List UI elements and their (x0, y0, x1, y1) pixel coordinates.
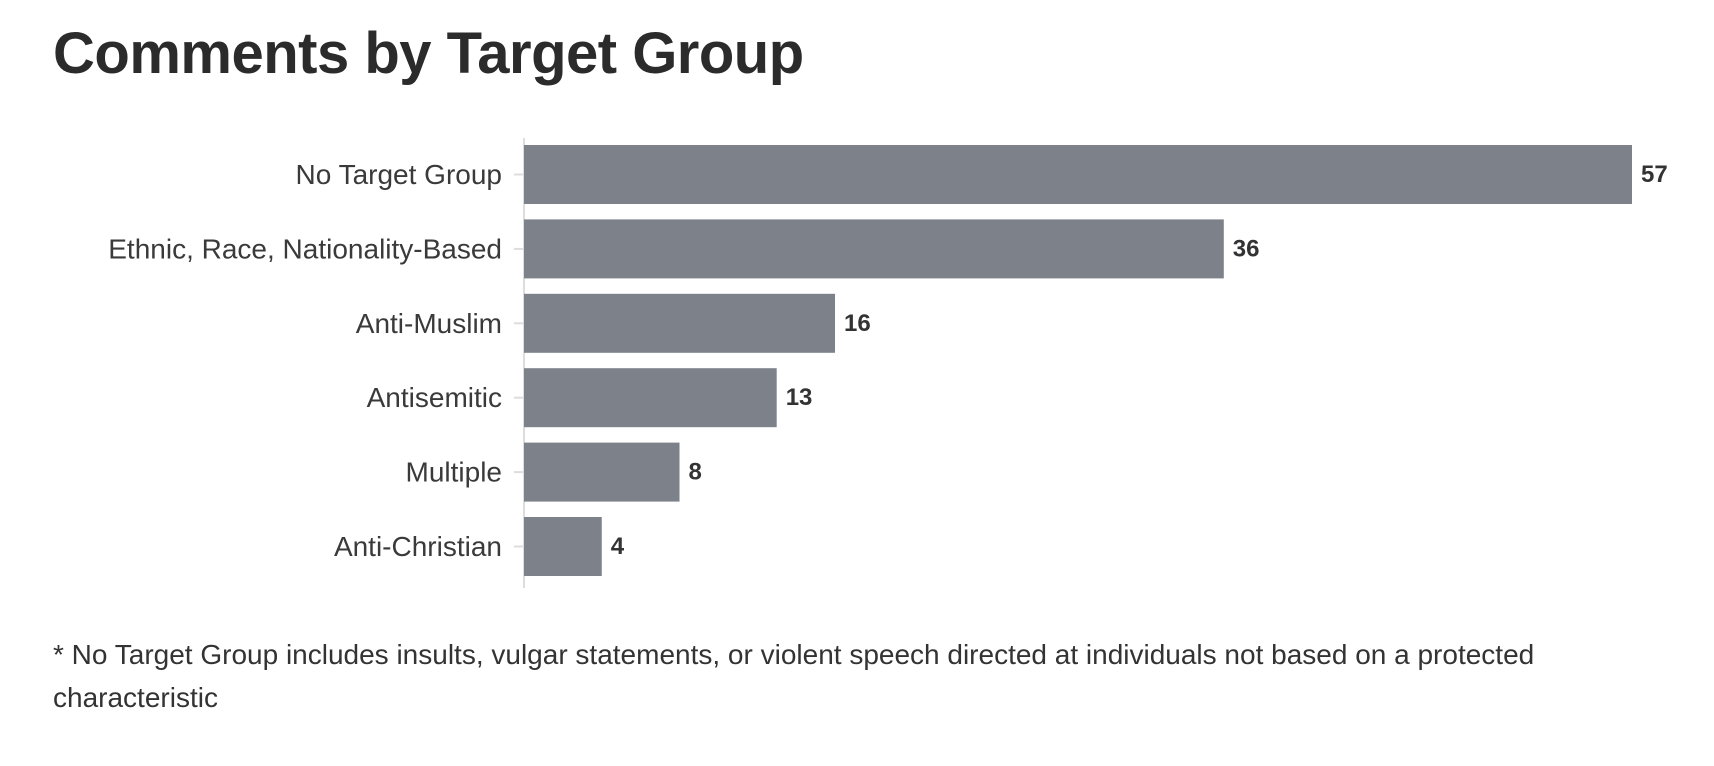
footnote: * No Target Group includes insults, vulg… (53, 639, 1535, 713)
category-label: Anti-Muslim (356, 308, 502, 339)
category-label: Anti-Christian (334, 531, 502, 562)
chart-title: Comments by Target Group (53, 21, 804, 86)
value-label: 13 (786, 384, 813, 411)
value-label: 16 (844, 310, 871, 337)
category-label: Ethnic, Race, Nationality-Based (108, 233, 502, 264)
bar-chart: No Target Group 57 Ethnic, Race, Nationali… (108, 138, 1668, 588)
value-label: 4 (611, 533, 625, 560)
bar (524, 442, 680, 502)
bar (524, 145, 1632, 204)
bar (524, 368, 777, 428)
value-label: 8 (689, 459, 702, 486)
category-label: Antisemitic (367, 382, 502, 413)
category-label: Multiple (406, 457, 502, 488)
bar (524, 293, 836, 353)
value-label: 57 (1641, 161, 1668, 188)
value-label: 36 (1233, 235, 1260, 262)
bar (524, 517, 602, 576)
category-label: No Target Group (296, 159, 503, 190)
bar (524, 219, 1224, 279)
